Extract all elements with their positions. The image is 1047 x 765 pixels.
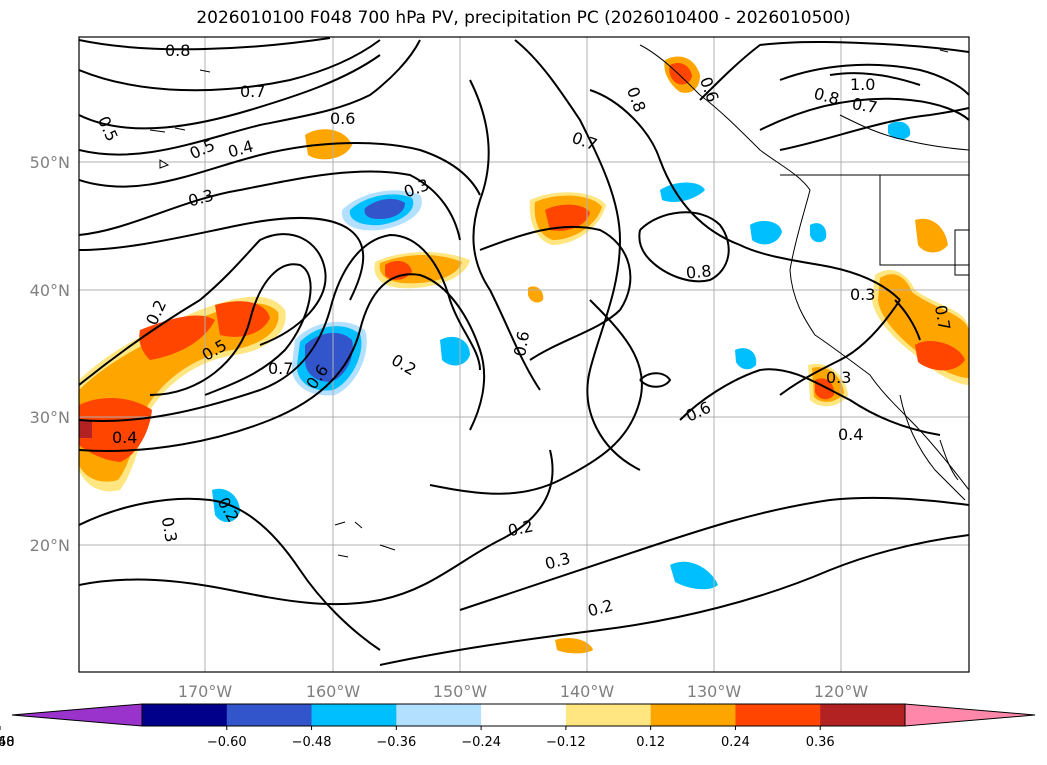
- precip-negative-area: [364, 198, 405, 219]
- colorbar-extend-high: [904, 703, 1036, 727]
- contour-label: 0.7: [240, 82, 265, 101]
- precip-positive-area: [555, 638, 593, 654]
- colorbar-segment: [735, 704, 821, 726]
- precip-positive-area: [915, 340, 965, 371]
- lat-label: 20°N: [30, 536, 70, 555]
- contour-label: 0.3: [826, 368, 851, 387]
- colorbar-tick-label: −0.36: [376, 735, 416, 750]
- precip-negative-area: [440, 336, 470, 366]
- precip-negative-area: [750, 220, 782, 245]
- colorbar-extend-low: [11, 703, 143, 727]
- colorbar-tick-label: 0.60: [0, 735, 14, 750]
- precip-negative-area: [810, 223, 827, 243]
- precip-positive-area: [79, 398, 152, 462]
- contour-label: 0.8: [165, 41, 190, 60]
- colorbar-tick-label: 0.48: [0, 735, 14, 750]
- coastline: [149, 44, 969, 558]
- colorbar-segment: [142, 704, 228, 726]
- pv-contours: [79, 37, 969, 666]
- lon-label: 170°W: [178, 682, 233, 701]
- contour-label: 0.7: [931, 304, 954, 332]
- precip-negative-area: [735, 348, 757, 370]
- contour-label: 0.6: [510, 330, 533, 358]
- colorbar-tick-label: 0.36: [806, 735, 835, 750]
- colorbar-segment: [820, 704, 906, 726]
- precip-negative-area: [888, 121, 911, 140]
- precip-negative-area: [670, 561, 718, 590]
- contour-label: 0.7: [268, 359, 293, 378]
- colorbar-segment: [481, 704, 567, 726]
- contour-label: 1.0: [850, 75, 875, 94]
- contour-label: 0.3: [850, 285, 875, 304]
- lat-label: 40°N: [30, 281, 70, 300]
- colorbar-frame: [141, 703, 906, 727]
- precip-positive-area: [669, 63, 692, 85]
- lon-label: 130°W: [687, 682, 742, 701]
- colorbar-segment: [565, 704, 652, 726]
- colorbar-tick-label: 0.24: [721, 735, 750, 750]
- contour-label: 0.3: [158, 515, 181, 543]
- precip-shading: [79, 56, 969, 654]
- colorbar: −0.60 −0.48 −0.36 −0.24 −0.12 0.12 0.24 0.36 0.4…: [0, 703, 1036, 750]
- lon-label: 140°W: [560, 682, 615, 701]
- contour-label: 0.2: [506, 516, 535, 540]
- colorbar-tick-label: −0.60: [207, 735, 247, 750]
- lon-label: 160°W: [306, 682, 361, 701]
- lat-label: 50°N: [30, 153, 70, 172]
- contour-labels: 0.8 0.7 0.6 0.5 0.5 0.4 0.3 0.3 0.7 0.8 …: [94, 41, 954, 621]
- colorbar-segment: [311, 704, 397, 726]
- lon-label: 150°W: [433, 682, 488, 701]
- precip-positive-area: [215, 301, 270, 337]
- colorbar-tick-label: 0.12: [636, 735, 665, 750]
- contour-label: 0.4: [112, 428, 137, 447]
- graticule: [79, 37, 969, 672]
- precip-negative-area: [212, 488, 240, 523]
- latitude-labels: 50°N 40°N 30°N 20°N: [30, 153, 70, 555]
- precip-positive-area: [545, 204, 590, 231]
- plot-frame: [78, 36, 970, 673]
- colorbar-segment: [650, 704, 736, 726]
- colorbar-segment: [396, 704, 482, 726]
- longitude-labels: 170°W 160°W 150°W 140°W 130°W 120°W: [178, 682, 869, 701]
- contour-label: 0.6: [330, 109, 355, 128]
- colorbar-tick-label: −0.48: [292, 735, 332, 750]
- lat-label: 30°N: [30, 408, 70, 427]
- precip-positive-area: [79, 420, 92, 438]
- precip-positive-area: [915, 218, 948, 253]
- colorbar-tick-label: −0.12: [546, 735, 586, 750]
- contour-label: 0.7: [851, 94, 879, 117]
- map-title: 2026010100 F048 700 hPa PV, precipitatio…: [196, 8, 851, 28]
- contour-label: 0.8: [685, 261, 712, 282]
- contour-label: 0.4: [838, 425, 863, 444]
- precip-negative-area: [660, 182, 705, 202]
- colorbar-segment: [226, 704, 313, 726]
- lon-label: 120°W: [814, 682, 869, 701]
- colorbar-tick-label: −0.24: [461, 735, 501, 750]
